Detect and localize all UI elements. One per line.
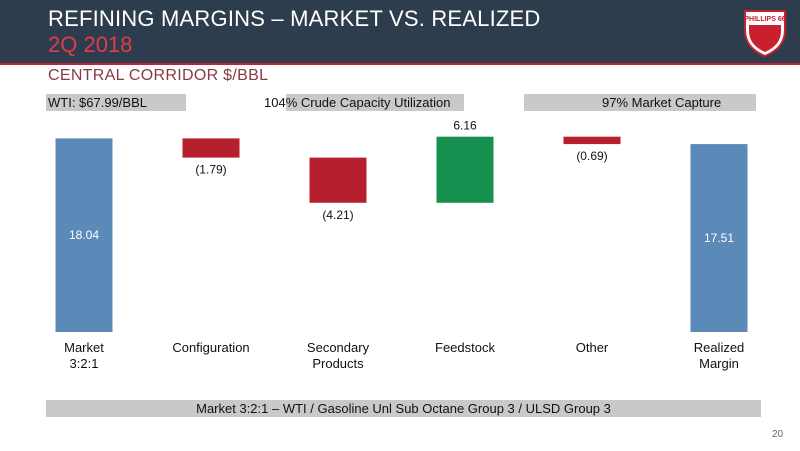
phillips66-logo-icon: PHILLIPS 66	[744, 10, 786, 58]
data-label: (1.79)	[195, 163, 226, 177]
bar-positive	[436, 136, 494, 203]
footer-note-bar: Market 3:2:1 – WTI / Gasoline Unl Sub Oc…	[46, 400, 761, 417]
header-rule	[0, 63, 800, 65]
info-bar: WTI: $67.99/BBL 104% Crude Capacity Util…	[46, 94, 756, 111]
page-period: 2Q 2018	[48, 32, 133, 57]
header-bar	[0, 0, 800, 63]
bar-negative	[182, 138, 240, 158]
data-label: 17.51	[704, 231, 734, 245]
bar-total	[55, 138, 113, 332]
info-bar-gap-1	[186, 94, 286, 111]
bar-negative	[309, 157, 367, 203]
market-capture-text: 97% Market Capture	[602, 95, 722, 110]
footer-note: Market 3:2:1 – WTI / Gasoline Unl Sub Oc…	[196, 401, 611, 416]
chart-subtitle: CENTRAL CORRIDOR $/BBL	[48, 67, 269, 84]
bar-negative	[563, 136, 621, 145]
data-label: (0.69)	[576, 149, 607, 163]
page-number: 20	[772, 429, 784, 440]
category-label: Products	[312, 356, 364, 371]
category-label: Market	[64, 340, 104, 355]
info-bar-gap-2	[464, 94, 524, 111]
category-label: Secondary	[307, 340, 370, 355]
data-label: 6.16	[453, 119, 477, 133]
category-label: 3:2:1	[70, 356, 99, 371]
bar-total	[690, 144, 748, 332]
page-title: REFINING MARGINS – MARKET VS. REALIZED	[48, 6, 541, 31]
category-label: Configuration	[172, 340, 249, 355]
wti-price-text: WTI: $67.99/BBL	[48, 95, 147, 110]
data-label: 18.04	[69, 228, 99, 242]
category-label: Feedstock	[435, 340, 495, 355]
category-label: Margin	[699, 356, 739, 371]
category-label: Realized	[694, 340, 745, 355]
data-label: (4.21)	[322, 208, 353, 222]
logo-wordmark: PHILLIPS 66	[744, 16, 785, 23]
category-label: Other	[576, 340, 609, 355]
capacity-utilization-text: 104% Crude Capacity Utilization	[264, 95, 451, 110]
